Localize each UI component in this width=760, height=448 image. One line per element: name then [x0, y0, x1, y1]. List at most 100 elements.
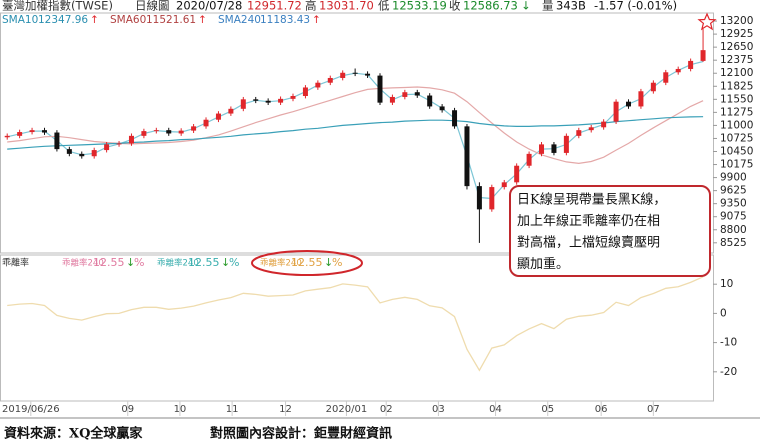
y-tick-label: 9900: [720, 172, 747, 184]
legend-unit: %: [332, 256, 342, 269]
candle-body: [41, 130, 47, 133]
legend-unit: %: [229, 256, 239, 269]
header-high-label: 高: [305, 0, 317, 13]
candle-body: [54, 132, 60, 150]
y-tick-label: 10: [720, 278, 733, 290]
highlight-star: [697, 12, 717, 31]
x-tick-label: 10: [174, 404, 187, 415]
legend-unit: %: [134, 256, 144, 269]
legend-value: 12.55: [188, 256, 220, 269]
candle-body: [365, 73, 371, 76]
candle-body: [663, 72, 669, 83]
header-volume: 343B: [556, 0, 586, 13]
candle-body: [17, 132, 23, 136]
header-close-label: 收: [449, 0, 461, 13]
header-volume-label: 量: [542, 0, 554, 13]
x-tick-label: 11: [226, 404, 239, 415]
candle-body: [203, 119, 209, 127]
candle-body: [638, 91, 644, 107]
candle-body: [563, 135, 569, 153]
candle-body: [327, 77, 333, 83]
candle-body: [650, 82, 656, 92]
legend-arrow: ↑: [198, 14, 207, 26]
header-date: 2020/07/28: [176, 0, 242, 13]
candle-body: [626, 101, 632, 107]
bias-panel: [0, 254, 714, 402]
candle-body: [688, 60, 694, 69]
legend-name: 乖離率240: [62, 258, 104, 269]
candle-body: [576, 130, 582, 136]
candle-body: [290, 96, 296, 99]
legend-name: SMA60: [110, 14, 146, 26]
bias-line: [7, 276, 704, 372]
candle-body: [4, 135, 10, 138]
candle-body: [340, 72, 346, 78]
header-open: 12951.72: [247, 0, 302, 13]
legend-name: 乖離率240: [260, 258, 302, 269]
header-close-arrow: ↓: [521, 0, 531, 13]
x-tick-label: 03: [432, 404, 445, 415]
x-tick-label: 02: [380, 404, 393, 415]
x-tick-label: 04: [489, 404, 502, 415]
y-tick-label: 9075: [720, 211, 747, 223]
candle-body: [439, 106, 445, 111]
candle-body: [79, 153, 85, 157]
annotation-box: [509, 185, 711, 277]
x-tick-label: 05: [541, 404, 554, 415]
x-tick-label: 2020/01: [326, 404, 368, 415]
legend-name: SMA10: [2, 14, 38, 26]
candle-body: [315, 82, 321, 88]
footer-design: 對照圖內容設計：鉅豐財經資訊: [210, 426, 392, 442]
panel-title: 乖離率: [2, 257, 29, 269]
candle-body: [116, 143, 122, 145]
candle-body: [215, 113, 221, 120]
header-title: 臺灣加權指數(TWSE): [2, 0, 113, 13]
candle-body: [452, 110, 458, 127]
footer-source: 資料來源：XQ全球贏家: [4, 426, 143, 442]
candle-body: [700, 50, 706, 61]
y-tick-label: 12650: [720, 41, 753, 53]
y-tick-label: 12925: [720, 28, 753, 40]
y-tick-label: 10725: [720, 132, 753, 144]
y-tick-label: 0: [720, 307, 727, 319]
candle-body: [464, 126, 470, 187]
annotation-line: 對高檔，上檔短線賣壓明: [517, 235, 660, 251]
candle-body: [104, 144, 110, 151]
candle-body: [514, 165, 520, 183]
candle-body: [191, 126, 197, 131]
candle-body: [476, 186, 482, 210]
candle-body: [675, 68, 681, 73]
candle-body: [278, 98, 284, 103]
candle-body: [141, 131, 147, 136]
y-tick-label: 8800: [720, 224, 747, 236]
y-tick-label: 11550: [720, 93, 753, 105]
highlight-circle: [251, 250, 363, 276]
candle-body: [601, 121, 607, 128]
y-tick-label: 8525: [720, 237, 747, 249]
annotation-line: 顯加重。: [517, 256, 569, 272]
candle-body: [66, 149, 72, 154]
legend-name: SMA240: [218, 14, 261, 26]
candle-body: [240, 99, 246, 109]
header-period: 日線圖: [135, 0, 170, 13]
candle-body: [153, 130, 159, 132]
y-tick-label: 12375: [720, 54, 753, 66]
legend-value: 12347.96: [38, 14, 88, 26]
header-low-label: 低: [378, 0, 390, 13]
candle-body: [427, 95, 433, 107]
legend-value: 12.55: [291, 256, 323, 269]
candle-body: [302, 87, 308, 97]
candle-body: [539, 144, 545, 154]
candle-body: [128, 135, 134, 144]
legend-arrow: ↓: [324, 256, 333, 269]
candle-body: [91, 150, 97, 157]
candle-body: [352, 72, 358, 74]
candle-body: [253, 99, 259, 101]
candle-body: [501, 182, 507, 188]
legend-value: 11183.43: [260, 14, 310, 26]
y-tick-label: 11275: [720, 106, 753, 118]
legend-value: 11521.61: [146, 14, 196, 26]
candle-body: [166, 130, 172, 134]
y-tick-label: 13200: [720, 15, 753, 27]
